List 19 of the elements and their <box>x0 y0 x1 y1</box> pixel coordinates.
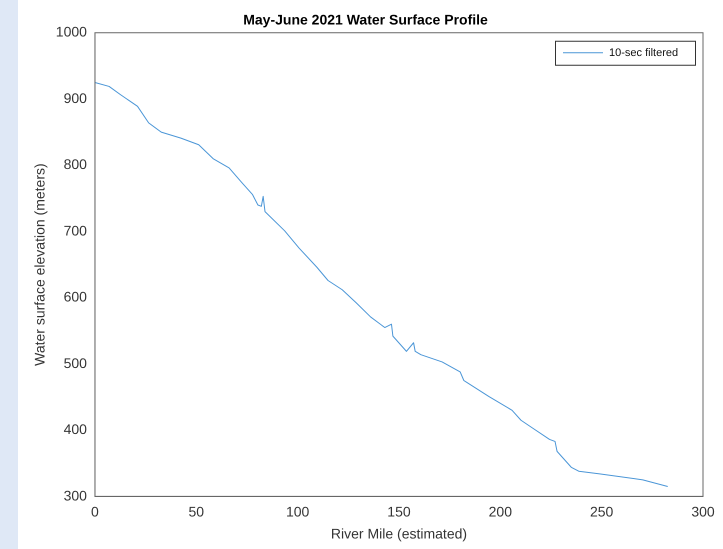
x-tick-label: 0 <box>91 504 100 520</box>
y-tick-label: 500 <box>64 354 88 371</box>
x-axis-title: River Mile (estimated) <box>330 525 468 542</box>
x-tick-label: 50 <box>188 504 204 520</box>
y-tick-label: 600 <box>64 288 88 305</box>
legend-label: 10-sec filtered <box>609 46 678 59</box>
y-axis-title: Water surface elevation (meters) <box>31 163 48 366</box>
x-tick-label: 250 <box>590 504 614 520</box>
chart-title: May-June 2021 Water Surface Profile <box>243 11 488 28</box>
x-tick-label: 200 <box>488 504 512 520</box>
y-tick-label: 800 <box>64 156 88 172</box>
y-tick-label: 400 <box>64 421 88 438</box>
y-tick-label: 700 <box>64 222 88 238</box>
y-tick-label: 900 <box>64 90 88 106</box>
y-tick-label: 300 <box>64 487 88 504</box>
x-tick-label: 100 <box>286 504 310 520</box>
x-tick-label: 150 <box>387 504 411 520</box>
x-tick-label: 300 <box>691 504 715 520</box>
y-tick-label: 1000 <box>56 24 88 40</box>
